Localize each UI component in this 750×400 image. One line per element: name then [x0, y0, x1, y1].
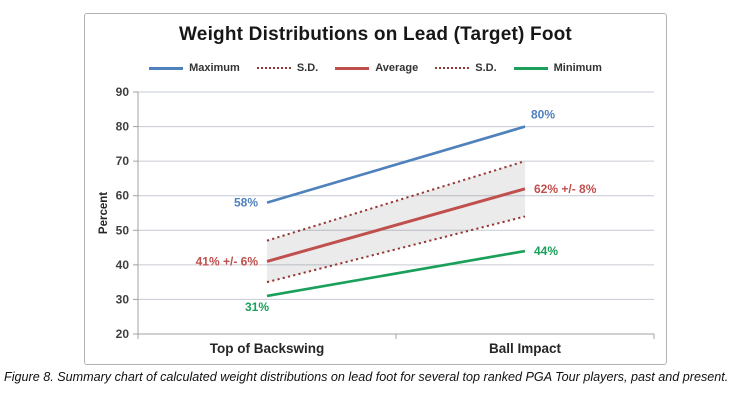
- legend-label: Average: [375, 62, 419, 74]
- point-label-maximum-1: 80%: [531, 108, 555, 122]
- y-tick-label-70: 70: [116, 154, 130, 168]
- chart-legend: Maximum S.D. Average S.D. Minimum: [85, 62, 666, 74]
- y-tick-label-40: 40: [116, 258, 130, 272]
- y-tick-label-30: 30: [116, 292, 130, 306]
- sd-band: [267, 161, 525, 283]
- x-category-label-ball-impact: Ball Impact: [489, 341, 562, 356]
- legend-swatch-minimum-icon: [513, 66, 548, 70]
- legend-item-s-d-3: S.D.: [435, 62, 497, 74]
- series-line-s-d-upper: [266, 160, 526, 242]
- chart-title: Weight Distributions on Lead (Target) Fo…: [179, 24, 572, 45]
- point-label-average-1: 62% +/- 8%: [534, 182, 597, 196]
- y-tick-label-50: 50: [116, 223, 130, 237]
- series-line-s-d-lower: [266, 215, 526, 284]
- legend-item-maximum-0: Maximum: [149, 62, 240, 74]
- y-tick-label-20: 20: [116, 327, 130, 341]
- chart-svg: 20 30 40 50 60 70 80 90 58% 80% 41% +/- 6% 62% +/- …: [98, 85, 655, 356]
- legend-swatch-s-d-icon: [256, 67, 291, 69]
- legend-swatch-s-d-icon: [435, 67, 470, 69]
- y-tick-label-90: 90: [116, 85, 130, 99]
- legend-swatch-maximum-icon: [149, 66, 184, 70]
- legend-label: S.D.: [475, 62, 497, 74]
- figure-caption: Figure 8. Summary chart of calculated we…: [4, 370, 729, 384]
- point-label-maximum-0: 58%: [234, 196, 258, 210]
- legend-swatch-average-icon: [335, 66, 370, 70]
- legend-item-s-d-1: S.D.: [256, 62, 319, 74]
- series-line-average: [266, 187, 526, 263]
- legend-label: Minimum: [553, 62, 602, 74]
- point-label-minimum-0: 31%: [245, 300, 269, 314]
- legend-item-minimum-4: Minimum: [513, 62, 602, 74]
- legend-label: S.D.: [296, 62, 319, 74]
- x-category-label-top-of-backswing: Top of Backswing: [210, 341, 325, 356]
- y-tick-label-60: 60: [116, 189, 130, 203]
- chart-frame: Weight Distributions on Lead (Target) Fo…: [84, 13, 667, 365]
- y-axis-title: Percent: [98, 192, 110, 234]
- series-line-maximum: [266, 125, 526, 204]
- point-label-average-0: 41% +/- 6%: [196, 254, 259, 268]
- y-tick-label-80: 80: [116, 120, 130, 134]
- series-line-minimum: [266, 249, 526, 298]
- legend-item-average-2: Average: [335, 62, 418, 74]
- legend-label: Maximum: [189, 62, 240, 74]
- point-label-minimum-1: 44%: [534, 244, 558, 258]
